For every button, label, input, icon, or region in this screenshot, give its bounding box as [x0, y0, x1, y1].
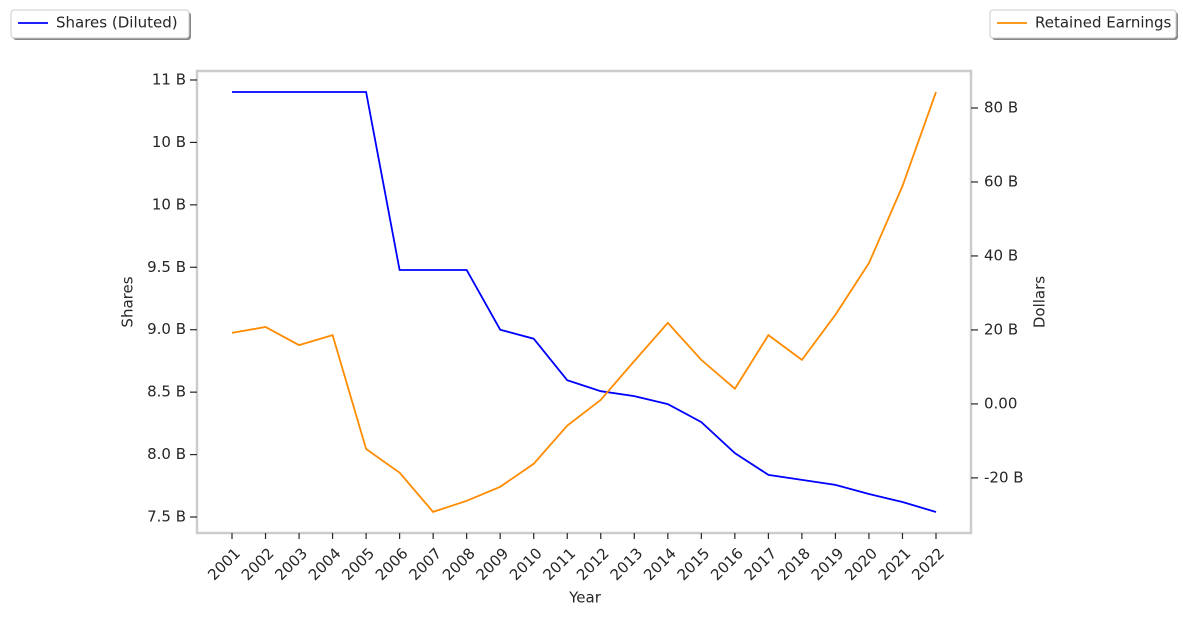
legend: Shares (Diluted)	[10, 9, 191, 40]
x-tick-label: 2012	[573, 544, 613, 584]
y2-tick-label: 80 B	[984, 98, 1018, 116]
x-tick-label: 2014	[640, 544, 680, 584]
plot-frame	[195, 69, 973, 535]
x-tick-label: 2013	[607, 544, 647, 584]
y2-tick-label: 60 B	[984, 172, 1018, 190]
x-tick-label: 2019	[808, 544, 848, 584]
x-tick-label: 2008	[439, 544, 479, 584]
legend-label: Shares (Diluted)	[56, 14, 178, 32]
legend: Retained Earnings	[989, 9, 1178, 40]
y-tick-label: 9.5 B	[147, 258, 186, 276]
y2-tick-label: -20 B	[984, 468, 1024, 486]
y-tick-label: 9.0 B	[147, 320, 186, 338]
series-line	[231, 91, 937, 513]
x-tick-label: 2006	[372, 544, 412, 584]
y-tick-label: 8.0 B	[147, 445, 186, 463]
y2-tick-label: 0.00	[984, 394, 1017, 412]
x-tick-label: 2018	[774, 544, 814, 584]
x-axis-label: Year	[568, 589, 602, 607]
y2-axis-label: Dollars	[1031, 276, 1049, 328]
x-tick-label: 2020	[841, 544, 881, 584]
legend-box	[989, 9, 1177, 39]
y-axis-label: Shares	[119, 276, 137, 327]
y-tick-label: 7.5 B	[147, 508, 186, 526]
x-tick-label: 2021	[875, 544, 915, 584]
legend-label: Retained Earnings	[1035, 14, 1172, 32]
x-tick-label: 2009	[472, 544, 512, 584]
x-tick-label: 2022	[908, 544, 948, 584]
y-tick-label: 10 B	[152, 195, 186, 213]
x-tick-label: 2003	[271, 544, 311, 584]
x-tick-label: 2017	[741, 544, 781, 584]
x-tick-label: 2010	[506, 544, 546, 584]
x-tick-label: 2002	[238, 544, 278, 584]
x-tick-label: 2004	[305, 544, 345, 584]
x-tick-label: 2016	[707, 544, 747, 584]
legend-box	[10, 9, 190, 39]
x-tick-label: 2011	[540, 544, 580, 584]
x-tick-label: 2007	[405, 544, 445, 584]
y-tick-label: 11 B	[152, 70, 186, 88]
y2-tick-label: 20 B	[984, 320, 1018, 338]
x-tick-label: 2001	[204, 544, 244, 584]
x-tick-label: 2005	[338, 544, 378, 584]
y2-tick-label: 40 B	[984, 246, 1018, 264]
y-tick-label: 8.5 B	[147, 383, 186, 401]
series-line	[232, 91, 937, 513]
y-tick-label: 10 B	[152, 133, 186, 151]
x-tick-label: 2015	[674, 544, 714, 584]
